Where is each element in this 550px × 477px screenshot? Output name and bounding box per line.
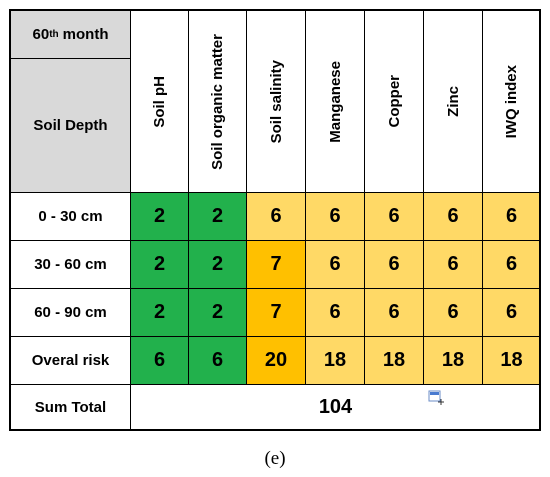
risk-value: 18 [441, 349, 465, 371]
risk-value: 6 [447, 205, 459, 227]
sum-label-cell: Sum Total [10, 384, 131, 431]
caption: (e) [264, 448, 286, 469]
risk-value: 6 [329, 301, 341, 323]
column-header: Soil organic matter [188, 10, 247, 193]
risk-value: 7 [270, 301, 282, 323]
column-header: Manganese [305, 10, 365, 193]
risk-value: 6 [153, 349, 166, 371]
risk-value: 20 [264, 349, 288, 371]
risk-cell: 6 [130, 336, 189, 385]
column-header: Copper [364, 10, 424, 193]
risk-cell: 7 [246, 288, 306, 337]
risk-cell: 6 [188, 336, 247, 385]
risk-value: 2 [211, 205, 224, 227]
column-label: IWQ index [503, 64, 520, 139]
risk-cell: 2 [130, 240, 189, 289]
risk-cell: 7 [246, 240, 306, 289]
risk-cell: 18 [423, 336, 483, 385]
risk-value: 2 [153, 301, 166, 323]
row-label: 0 - 30 cm [38, 208, 103, 225]
paste-icon [428, 390, 444, 405]
period-number: 60 [32, 26, 50, 43]
risk-value: 18 [382, 349, 406, 371]
sum-value: 104 [318, 396, 353, 418]
risk-cell: 6 [305, 192, 365, 241]
risk-value: 6 [447, 253, 459, 275]
column-label: Soil pH [151, 75, 168, 128]
column-label: Manganese [326, 60, 344, 143]
column-header: Soil salinity [246, 10, 306, 193]
risk-value: 6 [388, 205, 400, 227]
risk-value: 2 [153, 205, 166, 227]
risk-cell: 2 [188, 192, 247, 241]
risk-cell: 6 [423, 240, 483, 289]
risk-cell: 6 [364, 192, 424, 241]
column-header: Zinc [423, 10, 483, 193]
period-sup: th [49, 29, 59, 40]
risk-value: 7 [270, 253, 282, 275]
risk-cell: 6 [364, 240, 424, 289]
risk-cell: 6 [482, 192, 541, 241]
risk-cell: 6 [482, 288, 541, 337]
risk-cell: 2 [130, 288, 189, 337]
risk-cell: 6 [246, 192, 306, 241]
column-header: IWQ index [482, 10, 541, 193]
risk-value: 6 [388, 253, 400, 275]
risk-cell: 2 [130, 192, 189, 241]
row-label-cell: 60 - 90 cm [10, 288, 131, 337]
risk-value: 6 [447, 301, 459, 323]
sum-value-cell: 104 [130, 384, 541, 431]
risk-value: 6 [270, 205, 282, 227]
row-label: Soil Depth [33, 117, 108, 134]
risk-cell: 18 [305, 336, 365, 385]
risk-value: 6 [505, 205, 518, 227]
risk-cell: 6 [423, 192, 483, 241]
row-label: 60 - 90 cm [34, 304, 107, 321]
risk-value: 18 [500, 349, 523, 371]
risk-value: 6 [505, 301, 518, 323]
column-label: Soil organic matter [209, 33, 226, 170]
column-label: Zinc [444, 86, 462, 117]
risk-value: 6 [505, 253, 518, 275]
risk-value: 6 [388, 301, 400, 323]
column-label: Copper [385, 75, 403, 128]
risk-value: 2 [211, 301, 224, 323]
risk-value: 2 [211, 253, 224, 275]
risk-cell: 6 [364, 288, 424, 337]
risk-cell: 6 [482, 240, 541, 289]
risk-cell: 2 [188, 240, 247, 289]
risk-cell: 6 [305, 288, 365, 337]
risk-cell: 6 [305, 240, 365, 289]
row-label-header: Soil Depth [10, 58, 131, 193]
risk-cell: 20 [246, 336, 306, 385]
row-label-cell: Overal risk [10, 336, 131, 385]
risk-value: 2 [153, 253, 166, 275]
sum-label: Sum Total [34, 399, 107, 416]
risk-cell: 18 [482, 336, 541, 385]
risk-cell: 6 [423, 288, 483, 337]
risk-value: 6 [329, 205, 341, 227]
period-word: month [62, 26, 109, 43]
risk-value: 6 [211, 349, 224, 371]
row-label: Overal risk [31, 352, 110, 369]
column-header: Soil pH [130, 10, 189, 193]
row-label-cell: 0 - 30 cm [10, 192, 131, 241]
risk-cell: 2 [188, 288, 247, 337]
risk-value: 6 [329, 253, 341, 275]
column-label: Soil salinity [267, 59, 285, 144]
risk-cell: 18 [364, 336, 424, 385]
row-label: 30 - 60 cm [34, 256, 107, 273]
row-label-cell: 30 - 60 cm [10, 240, 131, 289]
risk-value: 18 [323, 349, 347, 371]
